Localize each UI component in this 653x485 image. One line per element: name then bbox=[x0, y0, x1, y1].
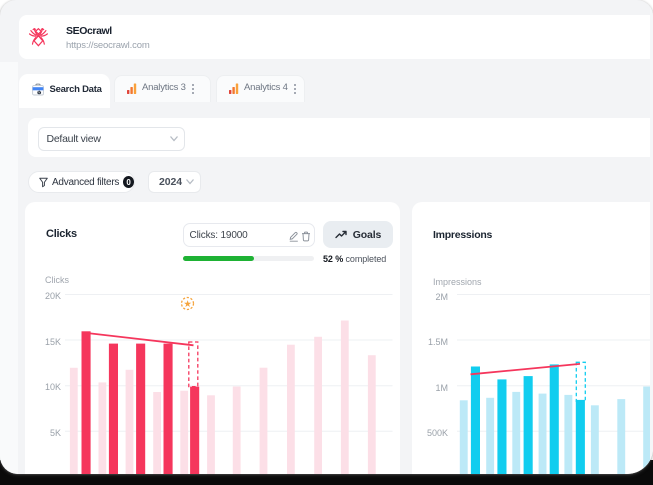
svg-text:★: ★ bbox=[183, 299, 192, 310]
